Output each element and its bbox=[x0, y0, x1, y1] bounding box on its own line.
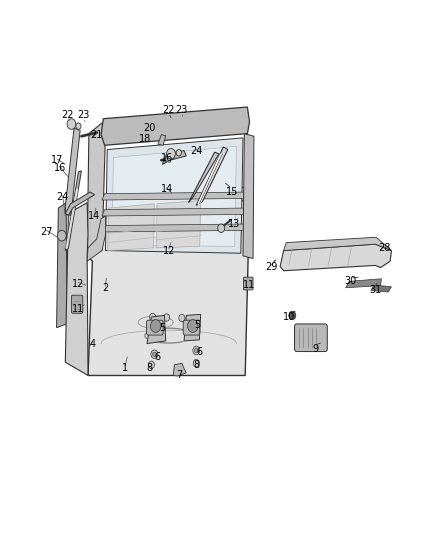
Circle shape bbox=[67, 119, 76, 130]
Text: 9: 9 bbox=[312, 344, 318, 354]
Circle shape bbox=[218, 224, 225, 232]
Text: 1: 1 bbox=[122, 362, 128, 373]
Polygon shape bbox=[280, 244, 392, 271]
Text: 12: 12 bbox=[162, 246, 175, 255]
FancyBboxPatch shape bbox=[147, 320, 163, 335]
Circle shape bbox=[152, 352, 156, 357]
Text: 16: 16 bbox=[160, 152, 173, 163]
Circle shape bbox=[179, 314, 185, 322]
Text: 5: 5 bbox=[194, 320, 200, 330]
Text: 31: 31 bbox=[369, 286, 381, 295]
Polygon shape bbox=[108, 204, 154, 251]
Polygon shape bbox=[243, 134, 254, 259]
Text: 7: 7 bbox=[177, 370, 183, 381]
Text: 22: 22 bbox=[162, 104, 175, 115]
Polygon shape bbox=[87, 200, 250, 375]
Polygon shape bbox=[156, 200, 201, 248]
Polygon shape bbox=[147, 316, 166, 344]
Text: 11: 11 bbox=[72, 304, 85, 314]
Text: 14: 14 bbox=[88, 211, 101, 221]
Circle shape bbox=[187, 320, 198, 333]
Polygon shape bbox=[102, 224, 247, 232]
Polygon shape bbox=[87, 123, 106, 256]
Circle shape bbox=[193, 360, 199, 367]
Circle shape bbox=[148, 361, 154, 368]
Circle shape bbox=[151, 350, 158, 359]
FancyBboxPatch shape bbox=[294, 324, 327, 352]
Polygon shape bbox=[164, 156, 172, 163]
Text: 5: 5 bbox=[159, 322, 166, 333]
Text: 6: 6 bbox=[155, 352, 161, 362]
Text: 2: 2 bbox=[102, 283, 109, 293]
Polygon shape bbox=[112, 147, 237, 246]
Polygon shape bbox=[346, 279, 381, 288]
Text: 6: 6 bbox=[196, 346, 202, 357]
Polygon shape bbox=[158, 135, 166, 146]
Text: 4: 4 bbox=[89, 338, 95, 349]
Polygon shape bbox=[371, 285, 392, 292]
Text: 16: 16 bbox=[53, 163, 66, 173]
Polygon shape bbox=[284, 237, 392, 251]
Text: 23: 23 bbox=[78, 110, 90, 120]
Circle shape bbox=[176, 150, 181, 156]
Text: 13: 13 bbox=[228, 219, 240, 229]
Polygon shape bbox=[65, 192, 95, 215]
Polygon shape bbox=[101, 107, 250, 146]
Text: 15: 15 bbox=[226, 187, 238, 197]
Polygon shape bbox=[106, 187, 252, 213]
Text: 29: 29 bbox=[265, 262, 278, 271]
Circle shape bbox=[150, 320, 161, 333]
Text: 17: 17 bbox=[51, 155, 64, 165]
Text: 8: 8 bbox=[193, 360, 199, 370]
Text: 24: 24 bbox=[57, 192, 69, 203]
Text: 27: 27 bbox=[40, 227, 53, 237]
Circle shape bbox=[163, 314, 170, 321]
Polygon shape bbox=[102, 208, 247, 216]
Text: 21: 21 bbox=[91, 130, 103, 140]
Circle shape bbox=[194, 349, 198, 353]
Polygon shape bbox=[65, 171, 81, 251]
FancyBboxPatch shape bbox=[244, 277, 253, 290]
Polygon shape bbox=[162, 151, 186, 165]
Text: 12: 12 bbox=[72, 279, 85, 288]
Polygon shape bbox=[65, 203, 88, 375]
Circle shape bbox=[150, 313, 155, 321]
Polygon shape bbox=[196, 147, 228, 205]
Text: 11: 11 bbox=[244, 280, 256, 290]
Text: 10: 10 bbox=[283, 312, 295, 322]
FancyBboxPatch shape bbox=[71, 295, 83, 313]
Polygon shape bbox=[57, 203, 67, 328]
Text: 23: 23 bbox=[176, 104, 188, 115]
Polygon shape bbox=[184, 314, 201, 341]
Polygon shape bbox=[87, 216, 106, 261]
Polygon shape bbox=[106, 138, 243, 253]
Circle shape bbox=[76, 123, 81, 130]
Polygon shape bbox=[188, 152, 219, 203]
Text: 8: 8 bbox=[146, 362, 152, 373]
Text: 28: 28 bbox=[379, 243, 391, 253]
Text: 14: 14 bbox=[160, 184, 173, 195]
Circle shape bbox=[166, 149, 175, 159]
FancyBboxPatch shape bbox=[183, 320, 200, 335]
Text: 18: 18 bbox=[139, 134, 151, 144]
Text: 22: 22 bbox=[61, 110, 73, 120]
Circle shape bbox=[289, 311, 296, 320]
Polygon shape bbox=[102, 192, 247, 200]
Text: 30: 30 bbox=[344, 277, 356, 286]
Circle shape bbox=[57, 230, 66, 241]
Polygon shape bbox=[65, 128, 80, 215]
Circle shape bbox=[193, 346, 200, 355]
Text: 24: 24 bbox=[190, 146, 202, 156]
Text: 20: 20 bbox=[143, 123, 155, 133]
Polygon shape bbox=[173, 364, 186, 376]
